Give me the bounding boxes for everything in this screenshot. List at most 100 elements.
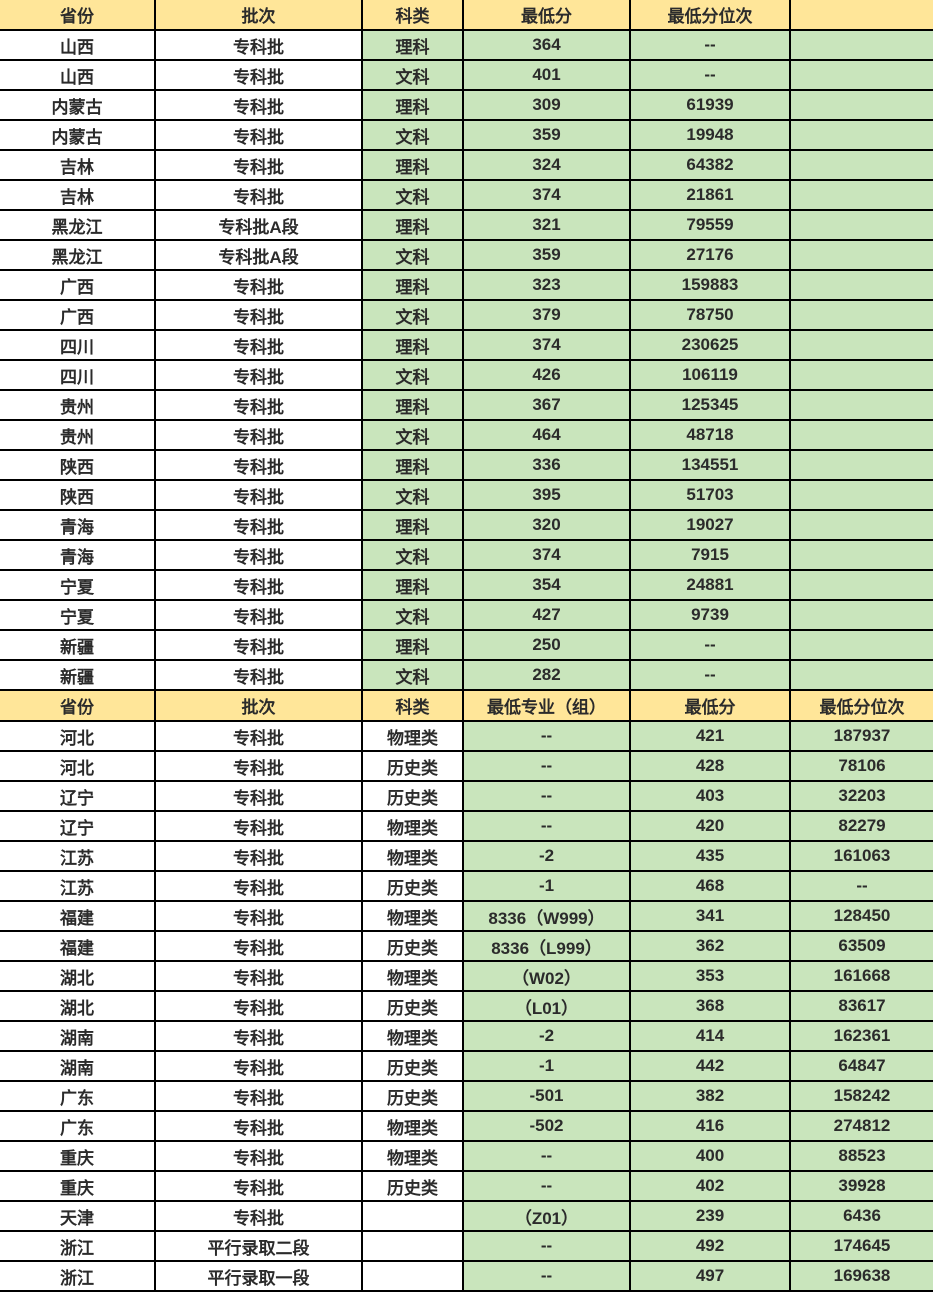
table-cell [361,1261,463,1292]
table-cell: 广西 [0,270,155,301]
column-header: 批次 [154,0,362,31]
table-cell: 161063 [789,841,933,872]
table-cell: -- [462,1231,630,1262]
table-cell: 内蒙古 [0,120,155,151]
table-row: 青海 专科批 理科 320 19027 [0,510,933,541]
table-row: 广东 专科批 历史类 -501 382 158242 [0,1081,933,1112]
table-cell [789,210,933,241]
table-cell: 四川 [0,330,155,361]
table-cell: 专科批 [154,751,362,782]
table-cell: 435 [629,841,790,872]
table-cell: 专科批 [154,871,362,902]
table-cell: 河北 [0,721,155,752]
table-cell: 吉林 [0,180,155,211]
table-cell: 134551 [629,450,790,481]
table-cell: 文科 [361,360,463,391]
table-cell: 浙江 [0,1231,155,1262]
table-cell: -- [629,660,790,691]
table-cell: 内蒙古 [0,90,155,121]
table-cell: 专科批 [154,90,362,121]
table-cell [789,570,933,601]
table-row: 新疆 专科批 理科 250 -- [0,630,933,661]
table-cell: 专科批 [154,420,362,451]
table-row: 河北 专科批 物理类 -- 421 187937 [0,721,933,752]
table-cell: 理科 [361,90,463,121]
table-cell: 309 [462,90,630,121]
table-cell: 19948 [629,120,790,151]
table-cell: 贵州 [0,420,155,451]
table-cell: 河北 [0,751,155,782]
table-cell: 8336（W999） [462,901,630,932]
column-header: 省份 [0,0,155,31]
table-cell: 专科批 [154,480,362,511]
table-cell: 专科批 [154,841,362,872]
table-cell: 106119 [629,360,790,391]
table-cell: 理科 [361,330,463,361]
table-row: 内蒙古 专科批 文科 359 19948 [0,120,933,151]
table-cell: 历史类 [361,1171,463,1202]
table-cell: 理科 [361,630,463,661]
table-cell: -- [789,871,933,902]
table-cell: 78106 [789,751,933,782]
table-cell: 83617 [789,991,933,1022]
column-header: 省份 [0,691,155,722]
table-row: 江苏 专科批 历史类 -1 468 -- [0,871,933,902]
table-cell: 新疆 [0,660,155,691]
table-cell: 陕西 [0,450,155,481]
table-cell: 历史类 [361,931,463,962]
table-cell: 专科批 [154,1051,362,1082]
table-cell: 专科批 [154,510,362,541]
column-header: 科类 [361,0,463,31]
table-cell: 专科批 [154,660,362,691]
header-row: 省份 批次 科类 最低分 最低分位次 [0,0,933,31]
table-row: 四川 专科批 文科 426 106119 [0,360,933,391]
table-cell [789,540,933,571]
table-row: 天津 专科批 （Z01） 239 6436 [0,1201,933,1232]
table-cell: 理科 [361,30,463,61]
table-cell: 物理类 [361,811,463,842]
table-cell: 理科 [361,510,463,541]
table-cell: 专科批A段 [154,210,362,241]
table-cell: 19027 [629,510,790,541]
table-cell: 理科 [361,570,463,601]
table-cell: 354 [462,570,630,601]
table-cell: 文科 [361,660,463,691]
table-cell: 7915 [629,540,790,571]
table-cell: 历史类 [361,1051,463,1082]
table-cell: 492 [629,1231,790,1262]
table-cell: 专科批 [154,1141,362,1172]
table-cell: 497 [629,1261,790,1292]
table-cell: 文科 [361,240,463,271]
table-cell: 6436 [789,1201,933,1232]
table-cell: 364 [462,30,630,61]
table-cell: 理科 [361,450,463,481]
table-row: 湖北 专科批 物理类 （W02） 353 161668 [0,961,933,992]
table-cell: 广东 [0,1081,155,1112]
column-header: 科类 [361,691,463,722]
table-cell: 468 [629,871,790,902]
table-cell: 福建 [0,901,155,932]
table-cell: 专科批 [154,30,362,61]
table-row: 浙江 平行录取二段 -- 492 174645 [0,1231,933,1262]
table-cell: 青海 [0,510,155,541]
table-row: 辽宁 专科批 历史类 -- 403 32203 [0,781,933,812]
column-header: 最低分位次 [789,691,933,722]
table-cell [789,90,933,121]
table-cell: 320 [462,510,630,541]
table-cell: 353 [629,961,790,992]
table-cell: 辽宁 [0,811,155,842]
table-cell: 48718 [629,420,790,451]
table-cell: 物理类 [361,721,463,752]
table-cell: 78750 [629,300,790,331]
column-header: 最低分 [462,0,630,31]
table-cell: 专科批 [154,330,362,361]
table-row: 福建 专科批 历史类 8336（L999） 362 63509 [0,931,933,962]
table-cell: 文科 [361,60,463,91]
table-row: 广西 专科批 文科 379 78750 [0,300,933,331]
table-cell: 文科 [361,180,463,211]
table-row: 河北 专科批 历史类 -- 428 78106 [0,751,933,782]
table-cell: 理科 [361,150,463,181]
table-cell: 平行录取二段 [154,1231,362,1262]
table-cell [789,150,933,181]
table-row: 黑龙江 专科批A段 理科 321 79559 [0,210,933,241]
